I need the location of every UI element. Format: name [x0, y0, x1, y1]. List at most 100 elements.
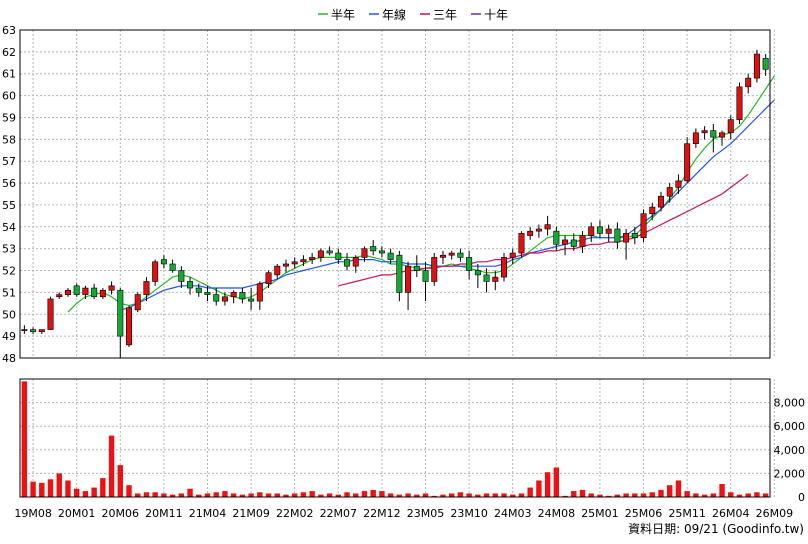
volume-bar: [492, 493, 498, 497]
candle-body: [762, 58, 769, 70]
candle-body: [562, 239, 569, 245]
plot-frames: [19, 29, 771, 498]
x-tick-label: 24M08: [538, 507, 576, 520]
candle-body: [666, 187, 673, 197]
candle-body: [448, 252, 455, 256]
volume-bar: [135, 493, 141, 497]
candle-body: [30, 329, 37, 333]
price-tick-label: 48: [2, 352, 16, 365]
volume-bar: [544, 472, 551, 497]
volume-bar: [684, 491, 690, 497]
volume-bar: [396, 494, 403, 497]
volume-bar: [693, 493, 699, 497]
legend-label: 三年: [433, 8, 457, 22]
volume-bar: [187, 488, 193, 497]
x-tick-label: 21M04: [189, 507, 227, 520]
candle-body: [282, 263, 289, 267]
candle-body: [195, 287, 202, 293]
volume-bar: [169, 494, 176, 497]
candle-body: [187, 281, 194, 289]
candle-body: [483, 274, 490, 282]
volume-tick-label: 8,000: [774, 397, 806, 410]
price-tick-label: 61: [2, 68, 16, 81]
volume-bar: [379, 491, 385, 497]
volume-bar: [562, 495, 568, 497]
volume-bar: [588, 493, 594, 497]
candle-body: [326, 250, 333, 254]
volume-bar: [501, 493, 507, 497]
volume-tick-label: 2,000: [774, 467, 806, 480]
candle-body: [605, 228, 612, 234]
candle-body: [169, 263, 176, 271]
volume-bar: [204, 493, 211, 497]
volume-bar: [196, 494, 202, 497]
volume-bar: [536, 480, 542, 497]
candle-body: [596, 226, 603, 234]
volume-bar: [213, 492, 219, 497]
volume-bar: [483, 493, 490, 497]
legend-label: 半年: [331, 8, 355, 22]
candle-body: [47, 298, 54, 330]
candle-body: [248, 298, 255, 302]
volume-bar: [518, 493, 525, 497]
volume-bar: [47, 479, 54, 497]
candle-body: [117, 289, 124, 337]
candle-body: [631, 233, 638, 239]
volume-bar: [161, 493, 167, 497]
price-tick-label: 51: [2, 286, 16, 299]
volume-bar: [143, 492, 150, 497]
x-tick-label: 22M07: [320, 507, 358, 520]
candle-body: [675, 180, 682, 188]
candle-body: [160, 259, 167, 265]
volume-bar: [353, 493, 359, 497]
legend-label: 年線: [382, 7, 406, 22]
price-plot-frame: [19, 29, 771, 359]
candle-body: [317, 250, 324, 258]
candle-body: [527, 230, 534, 236]
volume-bar: [239, 494, 246, 497]
price-tick-label: 49: [2, 330, 16, 343]
volume-bar: [527, 487, 533, 497]
volume-bar: [579, 489, 586, 497]
volume-bar: [754, 492, 760, 497]
candle-body: [501, 257, 508, 278]
candle-body: [352, 257, 359, 267]
volume-bar: [414, 494, 420, 497]
candle-body: [684, 143, 691, 182]
volume-bar: [466, 493, 472, 497]
volume-bar: [728, 492, 734, 497]
candle-body: [56, 294, 63, 298]
x-tick-label: 23M05: [407, 507, 445, 520]
candle-body: [239, 292, 246, 300]
volume-bar: [457, 492, 464, 497]
volume-bar: [745, 493, 751, 497]
x-tick-label: 26M09: [756, 507, 794, 520]
volume-tick-label: 4,000: [774, 444, 806, 457]
candle-body: [152, 261, 159, 282]
x-tick-label: 25M01: [581, 507, 619, 520]
footer-note: 資料日期: 09/21 (Goodinfo.tw): [628, 522, 804, 536]
volume-bar: [675, 480, 682, 497]
candle-body: [544, 224, 551, 230]
candle-body: [309, 257, 316, 260]
volume-bar: [640, 493, 647, 497]
x-tick-label: 19M08: [14, 507, 52, 520]
volume-bar: [100, 478, 106, 497]
volume-bar: [126, 485, 132, 497]
candle-body: [701, 130, 708, 134]
volume-bar: [178, 493, 185, 497]
ma-halfyear-line: [67, 75, 775, 313]
volume-bar: [736, 494, 743, 497]
x-tick-label: 22M12: [363, 507, 401, 520]
x-tick-label: 21M09: [232, 507, 270, 520]
x-tick-label: 25M06: [625, 507, 663, 520]
candle-body: [204, 292, 211, 295]
candle-body: [38, 329, 45, 333]
volume-bar: [318, 494, 324, 497]
candle-body: [126, 307, 133, 346]
candle-body: [535, 228, 542, 232]
volume-bar: [710, 493, 717, 497]
volume-bar: [597, 494, 603, 497]
candle-body: [300, 259, 307, 263]
candle-body: [710, 130, 717, 138]
